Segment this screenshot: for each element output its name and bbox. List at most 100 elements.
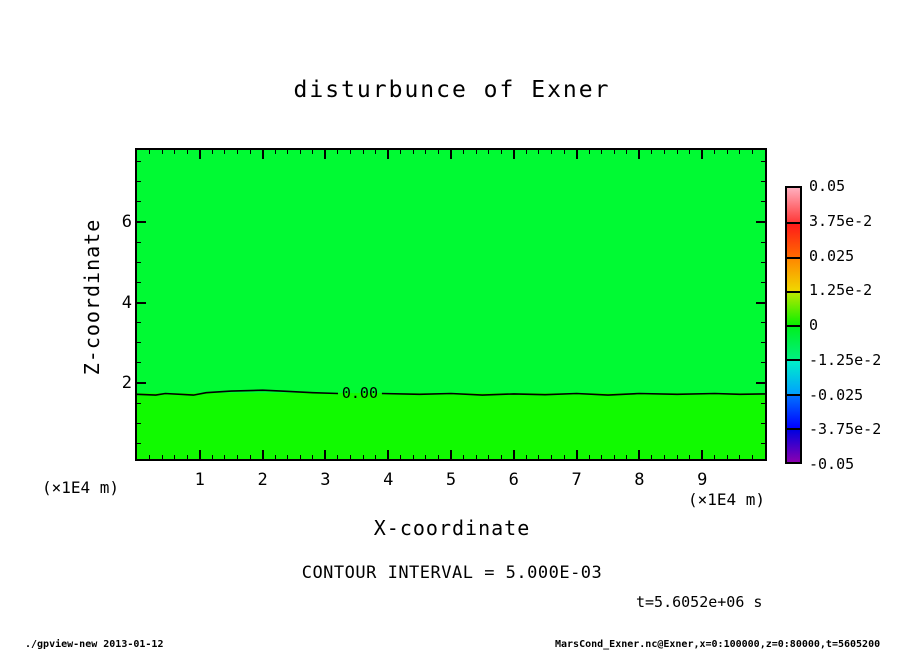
x-tick: [412, 150, 414, 154]
x-tick-label: 5: [445, 470, 457, 490]
x-tick-label: 7: [571, 470, 582, 490]
x-tick: [638, 150, 641, 159]
z-tick: [137, 342, 141, 344]
x-tick: [701, 450, 704, 459]
x-tick: [149, 455, 151, 459]
x-tick: [362, 150, 364, 154]
x-tick: [726, 150, 728, 154]
x-tick: [739, 150, 741, 154]
x-tick-label: 8: [634, 470, 645, 490]
x-tick: [525, 150, 527, 154]
colorbar-label: -1.25e-2: [809, 350, 882, 369]
x-tick: [387, 150, 390, 159]
x-tick: [714, 150, 716, 154]
x-tick: [488, 150, 490, 154]
x-tick: [299, 455, 301, 459]
x-tick: [437, 455, 439, 459]
x-axis-unit-right: (×1E4 m): [688, 490, 766, 509]
z-tick: [761, 402, 765, 404]
colorbar-label: 0: [809, 316, 819, 334]
x-tick-label: 2: [257, 470, 268, 490]
x-tick: [626, 150, 628, 154]
x-tick: [211, 455, 213, 459]
colorbar-segment: [787, 427, 800, 462]
colorbar-segment: [787, 256, 800, 291]
colorbar-label: 0.025: [809, 246, 855, 265]
x-tick-label: 6: [508, 470, 519, 490]
x-tick: [224, 455, 226, 459]
x-tick: [412, 455, 414, 459]
z-tick-label: 4: [121, 292, 132, 313]
x-axis-unit-left: (×1E4 m): [42, 478, 120, 497]
x-tick: [387, 450, 390, 459]
colorbar-label: 0.05: [809, 177, 846, 195]
x-tick: [538, 455, 540, 459]
x-tick: [324, 450, 327, 459]
colorbar-label: 3.75e-2: [809, 211, 873, 230]
contour-line: [137, 389, 765, 396]
x-tick: [751, 150, 753, 154]
x-tick: [563, 150, 565, 154]
colorbar-segment: [787, 222, 800, 257]
x-tick: [550, 455, 552, 459]
z-tick: [761, 281, 765, 283]
x-tick: [588, 150, 590, 154]
z-tick: [761, 362, 765, 364]
x-tick: [739, 455, 741, 459]
x-tick: [350, 150, 352, 154]
x-tick: [400, 150, 402, 154]
z-tick: [137, 442, 141, 444]
z-tick: [137, 281, 141, 283]
x-tick: [575, 150, 578, 159]
x-tick: [689, 150, 691, 154]
z-tick: [756, 221, 765, 223]
x-tick-label: 9: [697, 470, 708, 490]
contour-interval-text: CONTOUR INTERVAL = 5.000E-03: [301, 563, 603, 583]
z-tick: [137, 301, 146, 304]
x-tick: [613, 150, 615, 154]
x-tick-label: 1: [194, 470, 205, 490]
x-tick: [236, 150, 238, 154]
x-tick: [601, 150, 603, 154]
z-tick: [137, 261, 141, 263]
z-tick: [137, 382, 146, 384]
z-tick: [137, 201, 141, 203]
x-tick: [714, 455, 716, 459]
colorbar-label: -0.025: [809, 385, 864, 404]
colorbar-label: 1.25e-2: [809, 281, 873, 300]
contour-label: 0.00: [341, 384, 378, 403]
x-tick: [751, 455, 753, 459]
x-tick: [638, 450, 641, 459]
x-tick: [689, 455, 691, 459]
x-tick: [664, 150, 666, 154]
x-tick: [475, 455, 477, 459]
x-tick: [287, 150, 289, 154]
x-tick: [701, 150, 704, 159]
contour-fill-upper: [137, 150, 765, 393]
x-tick: [249, 150, 251, 154]
x-tick: [174, 455, 176, 459]
x-tick: [337, 150, 339, 154]
z-tick: [761, 442, 765, 444]
x-tick: [475, 150, 477, 154]
x-tick: [211, 150, 213, 154]
x-tick: [450, 150, 452, 159]
z-tick: [137, 241, 141, 243]
z-tick: [137, 402, 141, 404]
x-tick: [500, 150, 502, 154]
z-tick: [761, 181, 765, 183]
x-tick: [174, 150, 176, 154]
x-tick: [626, 455, 628, 459]
x-tick: [312, 150, 314, 154]
x-tick: [375, 150, 377, 154]
x-tick: [324, 150, 327, 159]
colorbar-label: -3.75e-2: [809, 420, 882, 439]
x-tick: [676, 150, 678, 154]
x-tick: [512, 450, 515, 459]
x-tick: [575, 450, 578, 459]
x-tick: [425, 455, 427, 459]
x-tick: [236, 455, 238, 459]
colorbar-segment: [787, 290, 800, 325]
plot-area: 0.00: [135, 148, 767, 461]
z-tick: [137, 422, 141, 424]
